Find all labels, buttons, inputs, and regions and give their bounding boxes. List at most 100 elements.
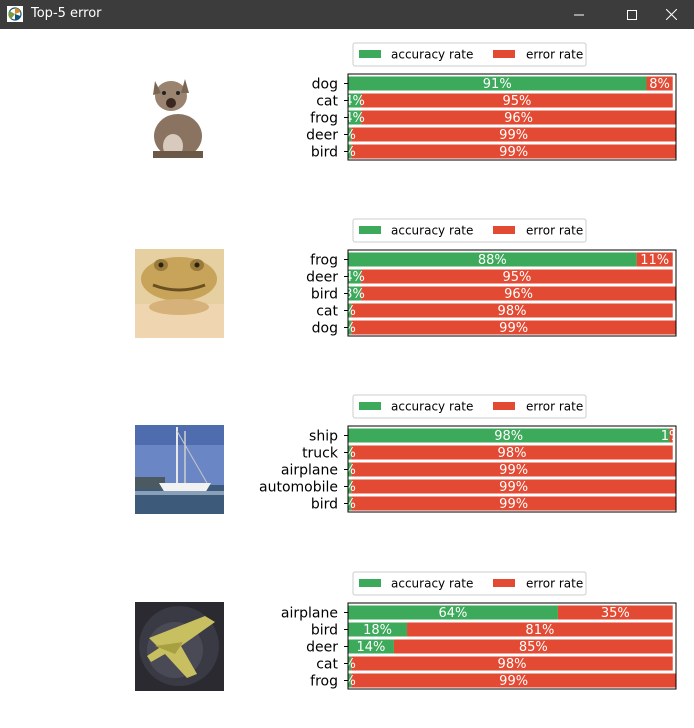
- bar-error: [636, 252, 673, 267]
- data-label-accuracy: 4%: [344, 111, 365, 126]
- bar-accuracy: [348, 320, 352, 335]
- bar-error: [557, 605, 673, 620]
- data-label-error: 99%: [499, 463, 528, 478]
- y-tick-label: deer: [306, 640, 338, 656]
- y-tick-label: automobile: [259, 480, 338, 496]
- ship-photo: [135, 425, 224, 514]
- bar-accuracy: [348, 127, 352, 142]
- y-tick-label: cat: [316, 304, 338, 320]
- bar-accuracy: [348, 605, 558, 620]
- data-label-accuracy: 88%: [478, 253, 507, 268]
- bar-error: [351, 144, 676, 159]
- data-label-accuracy: %: [343, 657, 355, 672]
- y-tick-label: bird: [311, 145, 338, 161]
- data-label-error: 99%: [499, 674, 528, 689]
- data-label-accuracy: 98%: [494, 429, 523, 444]
- data-label-error: 1%: [661, 429, 682, 444]
- figure-canvas: accuracy rate error rate 91% 8% dog 4% 95% cat 4…: [0, 29, 694, 728]
- legend-label-error: error rate: [526, 577, 583, 591]
- data-label-error: 11%: [640, 253, 669, 268]
- minimize-icon: [574, 14, 584, 15]
- y-tick-label: ship: [309, 429, 338, 445]
- y-tick-label: frog: [310, 674, 338, 690]
- bar-error: [351, 656, 673, 671]
- bar-accuracy: [348, 639, 394, 654]
- bar-accuracy: [348, 252, 637, 267]
- bar-error: [351, 479, 676, 494]
- data-label-error: 99%: [499, 128, 528, 143]
- y-tick-label: dog: [312, 77, 338, 93]
- legend-swatch-accuracy: [359, 50, 381, 58]
- bar-accuracy: [348, 144, 352, 159]
- y-tick-label: frog: [310, 111, 338, 127]
- legend-swatch-accuracy: [359, 402, 381, 410]
- bar-error: [361, 110, 676, 125]
- data-label-error: 8%: [649, 77, 670, 92]
- legend-swatch-error: [493, 50, 515, 58]
- bar-accuracy: [348, 428, 670, 443]
- bar-accuracy: [348, 286, 362, 301]
- frog-photo: [135, 249, 224, 338]
- legend-swatch-error: [493, 579, 515, 587]
- data-label-error: 95%: [502, 270, 531, 285]
- minimize-button[interactable]: [556, 0, 602, 29]
- bar-error: [361, 286, 676, 301]
- bar-accuracy: [348, 76, 647, 91]
- legend-swatch-accuracy: [359, 579, 381, 587]
- legend-box: [352, 571, 587, 596]
- window-title: Top-5 error: [31, 6, 102, 21]
- data-label-error: 96%: [504, 111, 533, 126]
- data-label-accuracy: %: [343, 480, 355, 495]
- legend-label-accuracy: accuracy rate: [391, 577, 473, 591]
- data-label-accuracy: 4%: [344, 270, 365, 285]
- y-tick-label: bird: [311, 287, 338, 303]
- legend-label-error: error rate: [526, 224, 583, 238]
- y-tick-label: cat: [316, 657, 338, 673]
- bar-error: [351, 320, 676, 335]
- data-label-accuracy: %: [343, 446, 355, 461]
- data-label-error: 98%: [498, 304, 527, 319]
- data-label-accuracy: 14%: [357, 640, 386, 655]
- y-tick-label: deer: [306, 270, 338, 286]
- bar-error: [646, 76, 673, 91]
- data-label-error: 99%: [499, 321, 528, 336]
- y-tick-label: bird: [311, 497, 338, 513]
- close-button[interactable]: [648, 0, 694, 29]
- data-label-error: 98%: [498, 446, 527, 461]
- charts-svg: accuracy rate error rate 91% 8% dog 4% 95% cat 4…: [259, 42, 682, 690]
- data-label-error: 98%: [498, 657, 527, 672]
- data-label-accuracy: %: [343, 128, 355, 143]
- bar-accuracy: [348, 269, 362, 284]
- legend-box: [352, 218, 587, 243]
- bar-error: [361, 93, 673, 108]
- legend-swatch-error: [493, 226, 515, 234]
- data-label-accuracy: %: [343, 321, 355, 336]
- close-icon: [665, 9, 677, 20]
- y-tick-label: dog: [312, 321, 338, 337]
- legend-label-error: error rate: [526, 400, 583, 414]
- cat-photo: [135, 71, 224, 160]
- data-label-accuracy: 3%: [344, 287, 365, 302]
- bar-accuracy: [348, 496, 352, 511]
- data-label-error: 99%: [499, 497, 528, 512]
- y-tick-label: airplane: [281, 463, 338, 479]
- data-label-error: 85%: [519, 640, 548, 655]
- data-label-error: 81%: [525, 623, 554, 638]
- axes-frame: [347, 73, 677, 161]
- legend-box: [352, 42, 587, 67]
- bar-error: [361, 269, 673, 284]
- axes-frame: [347, 425, 677, 513]
- data-label-accuracy: %: [343, 304, 355, 319]
- y-tick-label: deer: [306, 128, 338, 144]
- bar-accuracy: [348, 622, 408, 637]
- bar-accuracy: [348, 303, 352, 318]
- legend-label-accuracy: accuracy rate: [391, 48, 473, 62]
- bar-accuracy: [348, 462, 352, 477]
- maximize-button[interactable]: [609, 0, 655, 29]
- bar-accuracy: [348, 656, 352, 671]
- legend-swatch-error: [493, 402, 515, 410]
- bar-error: [351, 127, 676, 142]
- bar-error: [351, 496, 676, 511]
- bar-accuracy: [348, 479, 352, 494]
- data-label-accuracy: 18%: [363, 623, 392, 638]
